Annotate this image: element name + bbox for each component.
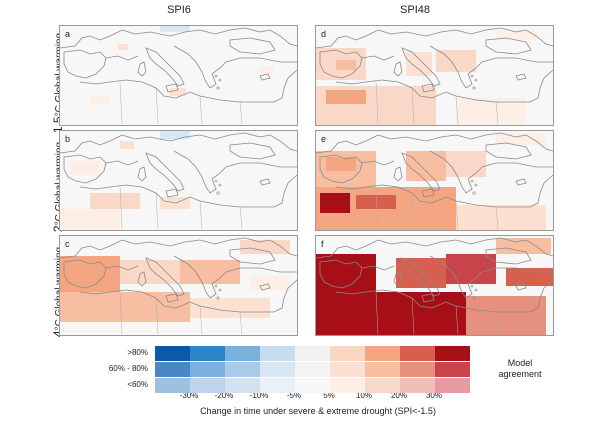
legend-swatch — [365, 378, 400, 393]
legend-swatch — [435, 346, 470, 361]
legend-tick: 30% — [425, 391, 442, 400]
column-title-spi6: SPI6 — [167, 4, 191, 16]
legend-swatch — [330, 346, 365, 361]
legend-swatch — [155, 378, 190, 393]
map-a — [60, 26, 297, 125]
legend-swatch — [295, 378, 330, 393]
legend-swatch — [155, 346, 190, 361]
legend-swatch — [400, 346, 435, 361]
legend-row-label-high: >80% — [127, 348, 148, 357]
legend-tick: -10% — [249, 391, 269, 400]
model-agreement-label: Model agreement — [498, 358, 542, 379]
legend-swatch — [330, 378, 365, 393]
legend-swatch — [330, 362, 365, 377]
map-panel-b: b — [59, 130, 298, 231]
legend-swatch — [365, 362, 400, 377]
legend-swatch — [225, 362, 260, 377]
legend-tick: 10% — [355, 391, 372, 400]
legend-swatch — [155, 362, 190, 377]
legend-swatch — [260, 346, 295, 361]
legend-swatch — [225, 346, 260, 361]
panel-label-d: d — [321, 29, 327, 39]
map-e — [316, 132, 553, 230]
panel-label-a: a — [65, 29, 71, 39]
legend-tick: 5% — [323, 391, 335, 400]
legend-swatch — [260, 362, 295, 377]
legend-swatch — [400, 378, 435, 393]
map-panel-f: f — [315, 235, 554, 336]
map-c — [60, 237, 297, 335]
legend-swatch — [190, 378, 225, 393]
map-panel-e: e — [315, 130, 554, 231]
legend-swatch — [190, 346, 225, 361]
legend-swatch — [435, 378, 470, 393]
legend-row-label-mid: 60% - 80% — [108, 364, 148, 373]
panel-label-e: e — [321, 134, 327, 144]
map-panel-d: d — [315, 25, 554, 126]
legend-tick: -5% — [286, 391, 302, 400]
panel-label-b: b — [65, 134, 71, 144]
panel-label-f: f — [321, 239, 324, 249]
legend-swatch — [260, 378, 295, 393]
legend-swatch — [225, 378, 260, 393]
map-f — [316, 237, 553, 335]
legend-swatch — [400, 362, 435, 377]
legend-tick: -30% — [179, 391, 199, 400]
legend-swatch — [190, 362, 225, 377]
legend-swatch — [295, 346, 330, 361]
legend-swatch — [435, 362, 470, 377]
legend-swatch — [295, 362, 330, 377]
legend-caption: Change in time under severe & extreme dr… — [200, 406, 436, 416]
map-panel-a: a — [59, 25, 298, 126]
map-d — [316, 27, 553, 125]
legend-tick: -20% — [214, 391, 234, 400]
panel-label-c: c — [65, 239, 70, 249]
legend-swatch — [365, 346, 400, 361]
legend-row-label-low: <60% — [127, 380, 148, 389]
map-panel-c: c — [59, 235, 298, 336]
map-b — [60, 131, 297, 230]
legend-tick: 20% — [390, 391, 407, 400]
column-title-spi48: SPI48 — [400, 4, 430, 16]
